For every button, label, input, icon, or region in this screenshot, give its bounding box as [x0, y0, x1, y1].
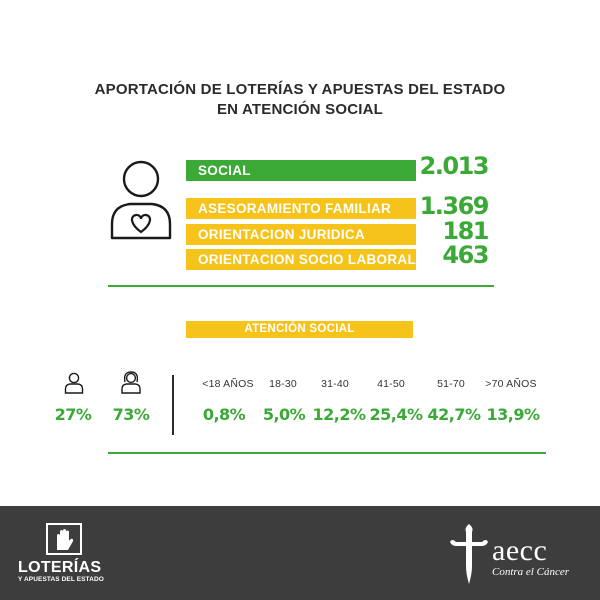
divider-bottom: [108, 452, 546, 454]
age-value-41-50: 25,4%: [369, 405, 423, 424]
aecc-cross-logo-icon: [450, 524, 488, 584]
value-social: 2.013: [419, 152, 490, 180]
divider-top: [108, 285, 494, 287]
aecc-logo-text: aecc: [492, 534, 548, 567]
bar-orientacion-socio-laboral: ORIENTACION SOCIO LABORAL: [186, 249, 416, 270]
age-value-18-30: 5,0%: [262, 405, 306, 424]
loterias-logo-subtext: Y APUESTAS DEL ESTADO: [18, 576, 104, 583]
age-label-18-30: 18-30: [269, 378, 297, 390]
bar-socio-laboral-label: ORIENTACION SOCIO LABORAL: [198, 252, 416, 267]
value-asesoramiento-familiar: 1.369: [419, 192, 490, 220]
person-heart-icon: [110, 160, 172, 240]
gender-female-value: 73%: [112, 405, 150, 424]
bar-orientacion-juridica: ORIENTACION JURIDICA: [186, 224, 416, 245]
age-value-under-18: 0,8%: [202, 405, 246, 424]
title-line-1: APORTACIÓN DE LOTERÍAS Y APUESTAS DEL ES…: [94, 81, 506, 98]
loterias-hand-logo-icon: [46, 523, 82, 555]
loterias-logo-text: LOTERÍAS: [18, 559, 102, 576]
section-bar-atencion-social: ATENCIÓN SOCIAL: [186, 321, 413, 338]
age-label-over-70: >70 AÑOS: [485, 378, 537, 390]
female-icon: [121, 371, 141, 394]
footer: [0, 506, 600, 600]
age-label-41-50: 41-50: [377, 378, 405, 390]
age-label-51-70: 51-70: [437, 378, 465, 390]
bar-social-label: SOCIAL: [198, 163, 251, 178]
bar-social: SOCIAL: [186, 160, 416, 181]
aecc-logo-subtext: Contra el Cáncer: [492, 566, 569, 578]
value-orientacion-socio-laboral: 463: [442, 241, 489, 269]
bar-asesoramiento-familiar: ASESORAMIENTO FAMILIAR: [186, 198, 416, 219]
age-label-under-18: <18 AÑOS: [202, 378, 254, 390]
page-title: APORTACIÓN DE LOTERÍAS Y APUESTAS DEL ES…: [0, 80, 600, 120]
age-value-over-70: 13,9%: [486, 405, 540, 424]
age-value-31-40: 12,2%: [312, 405, 366, 424]
title-line-2: EN ATENCIÓN SOCIAL: [216, 101, 384, 118]
bar-asesoramiento-label: ASESORAMIENTO FAMILIAR: [198, 201, 392, 216]
gender-age-separator: [172, 375, 174, 435]
value-orientacion-juridica: 181: [442, 217, 489, 245]
gender-male-value: 27%: [54, 405, 92, 424]
age-value-51-70: 42,7%: [427, 405, 481, 424]
bar-juridica-label: ORIENTACION JURIDICA: [198, 227, 366, 242]
male-icon: [64, 372, 84, 394]
age-label-31-40: 31-40: [321, 378, 349, 390]
